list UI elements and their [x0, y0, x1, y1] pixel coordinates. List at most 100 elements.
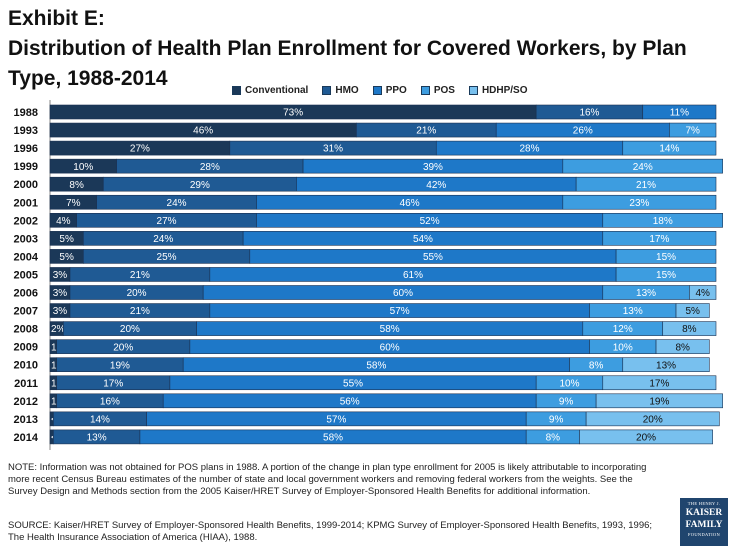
data-label-hdhp-so: 5%: [685, 306, 700, 317]
chart-title: Exhibit E: Distribution of Health Plan E…: [8, 4, 728, 94]
bar-segment-pos: [562, 158, 723, 174]
bar-row-2002: 2002 4% 27% 52% 18%: [14, 213, 723, 228]
y-tick-label: 2000: [14, 179, 38, 191]
data-label-conventional: 73%: [283, 108, 303, 119]
bar-row-2000: 2000 8% 29% 42% 21%: [14, 176, 717, 192]
legend-swatch-hmo: [322, 85, 332, 95]
data-label-pos: 7%: [685, 126, 700, 137]
legend-item-hmo: HMO: [322, 84, 359, 96]
y-tick-label: 2012: [14, 396, 38, 408]
data-label-hmo: 20%: [127, 288, 147, 299]
legend-item-pos: POS: [420, 84, 455, 96]
data-label-conventional: 4%: [56, 216, 71, 227]
bar-row-2006: 2006 3% 20% 60% 13% 4%: [14, 285, 717, 300]
bar-row-1996: 1996 27% 31% 28% 14%: [14, 140, 717, 156]
y-tick-label: 2011: [14, 378, 38, 390]
data-label-hdhp-so: 8%: [682, 324, 697, 335]
bar-segment-hdhp-so: [689, 285, 717, 300]
data-label-hmo: 27%: [157, 216, 177, 227]
data-label-conventional: 2%: [51, 324, 66, 335]
bar-row-2009: 20091%20%60%10%8%: [14, 339, 710, 354]
data-label-pos: 21%: [636, 180, 656, 191]
source-note: SOURCE: Kaiser/HRET Survey of Employer-S…: [8, 520, 653, 543]
title-line-1: Exhibit E:: [8, 7, 105, 30]
data-label-ppo: 26%: [573, 126, 593, 137]
bar-segment-hdhp-so: [622, 357, 710, 373]
data-label-ppo: 58%: [366, 360, 386, 371]
data-label-ppo: 60%: [393, 288, 413, 299]
logo-line-3: FOUNDATION: [688, 532, 720, 537]
bar-segment-hdhp-so: [662, 321, 717, 336]
bar-segment-hdhp-so: [585, 411, 720, 427]
bar-segment-pos: [602, 213, 723, 228]
data-label-hmo: 21%: [130, 306, 150, 317]
bar-segment-ppo: [642, 104, 717, 120]
bar-row-1993: 1993 46% 21% 26% 7%: [14, 122, 717, 138]
data-label-pos: 13%: [636, 288, 656, 299]
y-tick-label: 2006: [14, 288, 38, 300]
title-line-2: Distribution of Health Plan Enrollment f…: [8, 37, 687, 90]
data-label-hmo: 16%: [579, 108, 599, 119]
data-label-pos: 12%: [613, 324, 633, 335]
data-label-ppo: 54%: [413, 234, 433, 245]
data-label-hdhp-so: 19%: [649, 396, 669, 407]
data-label-ppo: 39%: [423, 162, 443, 173]
data-label-pos: 17%: [649, 234, 669, 245]
bar-segment-pos: [615, 249, 717, 264]
bar-segment-hdhp-so: [655, 339, 710, 354]
kaiser-logo: THE HENRY J. KAISER FAMILY FOUNDATION: [680, 498, 728, 546]
y-tick-label: 2002: [14, 215, 38, 227]
legend-label-pos: POS: [433, 84, 455, 96]
bar-segment-pos: [562, 194, 717, 210]
logo-line-2b: FAMILY: [685, 520, 723, 530]
data-label-hmo: 29%: [190, 180, 210, 191]
bar-segment-hdhp-so: [602, 375, 717, 391]
legend: Conventional HMO PPO POS HDHP/SO: [232, 83, 542, 97]
data-label-conventional: 5%: [59, 252, 74, 263]
data-label-ppo: 11%: [670, 108, 689, 119]
data-label-hmo: 14%: [90, 414, 110, 425]
bar-row-1988: 1988 73% 16% 11%: [14, 104, 717, 120]
bar-segment-hdhp-so: [579, 429, 713, 445]
legend-item-hdhp: HDHP/SO: [468, 84, 528, 96]
legend-label-hdhp: HDHP/SO: [481, 84, 528, 96]
data-label-ppo: 57%: [326, 414, 346, 425]
bar-row-2004: 2004 5% 25% 55% 15%: [14, 249, 717, 264]
bar-row-2007: 2007 3% 21% 57% 13% 5%: [14, 303, 710, 318]
logo-line-2a: KAISER: [685, 508, 723, 518]
data-label-ppo: 58%: [380, 324, 400, 335]
data-label-ppo: 61%: [403, 270, 423, 281]
y-tick-label: 1999: [14, 161, 38, 173]
data-label-hmo: 20%: [113, 342, 133, 353]
y-tick-label: 2008: [14, 324, 38, 336]
y-tick-label: 2014: [14, 432, 39, 444]
stacked-bar-chart: 1988 73% 16% 11% 1993 46% 21% 26% 7% 1996 27% 31% 28…: [14, 100, 723, 450]
y-tick-label: 1996: [14, 143, 38, 155]
data-label-pos: 15%: [656, 252, 676, 263]
legend-label-hmo: HMO: [335, 84, 359, 96]
data-label-conventional: 3%: [53, 288, 68, 299]
data-label-pos: 18%: [653, 216, 673, 227]
bar-segment-pos: [615, 267, 717, 282]
data-label-conventional: 3%: [53, 306, 68, 317]
data-label-hdhp-so: 20%: [636, 433, 656, 444]
data-label-pos: 10%: [559, 378, 579, 389]
logo-line-1: THE HENRY J.: [687, 501, 721, 506]
data-label-ppo: 28%: [520, 144, 540, 155]
bar-row-2008: 2008 2% 20% 58% 12% 8%: [14, 321, 717, 336]
data-label-hdhp-so: 4%: [695, 288, 710, 299]
data-label-pos: 24%: [633, 162, 653, 173]
data-label-conventional: 7%: [66, 198, 81, 209]
data-label-ppo: 42%: [426, 180, 446, 191]
data-label-hmo: 17%: [103, 378, 123, 389]
data-label-hmo: 28%: [200, 162, 220, 173]
data-label-ppo: 52%: [420, 216, 440, 227]
data-label-pos: 9%: [559, 396, 574, 407]
data-label-hmo: 31%: [323, 144, 343, 155]
y-tick-label: 1988: [14, 107, 38, 119]
data-label-hmo: 16%: [100, 396, 120, 407]
data-label-hmo: 13%: [87, 433, 107, 444]
legend-swatch-conventional: [232, 85, 241, 95]
